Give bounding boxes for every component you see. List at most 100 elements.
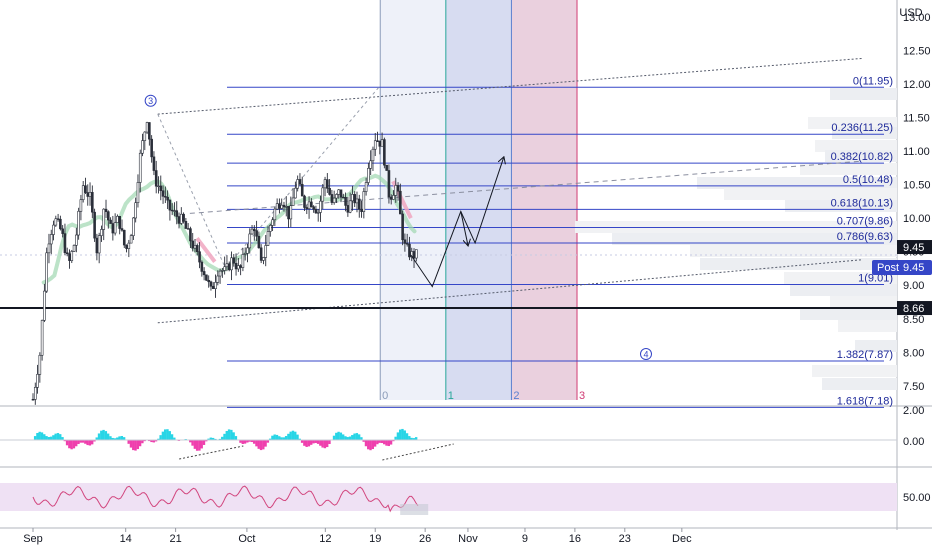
candle-body [280, 204, 283, 209]
macd-histogram-bar [243, 440, 247, 444]
candle-body [122, 229, 126, 246]
candle-body [211, 285, 215, 289]
candle-body [97, 235, 101, 254]
macd-histogram-bar [195, 440, 199, 451]
candle-body [125, 244, 128, 249]
time-tick-label-4: 12 [319, 533, 331, 545]
macd-histogram-bar [280, 437, 283, 440]
macd-histogram-bar [284, 436, 288, 440]
candle-body [159, 185, 163, 192]
candle-body [271, 219, 274, 226]
macd-histogram-bar [392, 440, 395, 442]
candle-body [296, 179, 299, 189]
channel-upper-line [157, 57, 863, 115]
candle-body [310, 201, 313, 208]
fib-level-label-2: 0.382(10.82) [831, 151, 893, 163]
macd-histogram-bar [271, 435, 274, 440]
volume-profile-row [800, 308, 897, 320]
macd-histogram-bar [168, 431, 171, 440]
fib-level-label-5: 0.707(9.86) [837, 216, 893, 228]
macd-histogram-bar [412, 438, 416, 440]
macd-histogram-bar [246, 440, 249, 443]
candle-body [385, 164, 388, 171]
candle-body [56, 218, 60, 220]
macd-histogram-bar [396, 432, 400, 440]
fib-level-label-0: 0(11.95) [853, 75, 893, 87]
candle-body [314, 208, 318, 214]
macd-histogram-bar [355, 433, 359, 440]
macd-histogram-bar [68, 440, 71, 449]
candle-body [49, 234, 53, 245]
candle-body [303, 195, 306, 208]
volume-profile-row [855, 340, 897, 352]
candle-body [403, 239, 407, 244]
macd-histogram-bar [93, 440, 96, 442]
volume-profile-row [700, 258, 897, 270]
macd-histogram-bar [323, 440, 327, 449]
macd-histogram-bar [54, 433, 57, 440]
macd-histogram-bar [364, 440, 368, 447]
volume-profile-row [612, 233, 897, 245]
wave-connector-line [157, 113, 226, 269]
fib-time-zone-1 [445, 0, 512, 400]
wave-label-1: 4 [643, 350, 648, 360]
candle-body [177, 216, 181, 224]
macd-histogram-bar [214, 438, 217, 440]
macd-histogram-bar [339, 432, 343, 440]
macd-histogram-bar [152, 440, 155, 443]
macd-histogram-bar [207, 438, 210, 440]
candle-body [152, 156, 156, 171]
macd-histogram-bar [211, 437, 215, 440]
macd-histogram-bar [150, 440, 153, 443]
macd-histogram-bar [166, 429, 169, 440]
candle-body [353, 194, 357, 204]
candle-body [383, 139, 386, 166]
candle-body [415, 249, 418, 259]
macd-histogram-bar [100, 430, 103, 440]
candle-body [127, 242, 131, 249]
macd-histogram-bar [43, 434, 46, 440]
macd-histogram-bar [189, 440, 192, 443]
fib-level-label-1: 0.236(11.25) [831, 122, 893, 134]
time-tick-label-8: 9 [522, 533, 528, 545]
macd-tick-label-0: 2.00 [903, 405, 924, 417]
candle-body [373, 140, 377, 150]
macd-histogram-bar [97, 433, 101, 440]
candle-body [106, 211, 110, 221]
macd-histogram-bar [385, 440, 388, 446]
macd-histogram-bar [56, 433, 60, 440]
candle-body [389, 196, 393, 200]
candle-body [284, 206, 288, 208]
macd-histogram-bar [193, 440, 197, 449]
macd-histogram-bar [79, 440, 82, 443]
macd-histogram-bar [303, 440, 306, 446]
candle-body [330, 194, 334, 203]
macd-histogram-bar [129, 440, 133, 448]
candle-body [380, 139, 384, 147]
candle-body [45, 252, 48, 292]
line-tag-value: 8.66 [903, 303, 924, 315]
macd-histogram-bar [120, 436, 124, 440]
macd-histogram-bar [405, 433, 409, 440]
candle-body [282, 204, 286, 208]
candle-body [91, 192, 94, 213]
macd-histogram-bar [59, 434, 62, 440]
macd-histogram-bar [376, 440, 379, 445]
volume-profile-row [812, 365, 897, 377]
macd-histogram-bar [234, 436, 238, 440]
volume-profile-row [575, 221, 897, 233]
macd-histogram-bar [148, 440, 151, 442]
macd-histogram-bar [252, 440, 256, 444]
candle-body [175, 210, 179, 217]
candle-body [166, 196, 169, 201]
time-tick-label-5: 19 [369, 533, 381, 545]
macd-histogram-bar [259, 440, 263, 451]
candle-body [145, 122, 149, 133]
macd-histogram-bar [383, 440, 386, 445]
rsi-highlight-box [400, 504, 429, 515]
candle-body [120, 228, 124, 231]
macd-histogram-bar [75, 440, 78, 447]
candle-body [182, 213, 185, 222]
macd-histogram-bar [341, 434, 345, 440]
